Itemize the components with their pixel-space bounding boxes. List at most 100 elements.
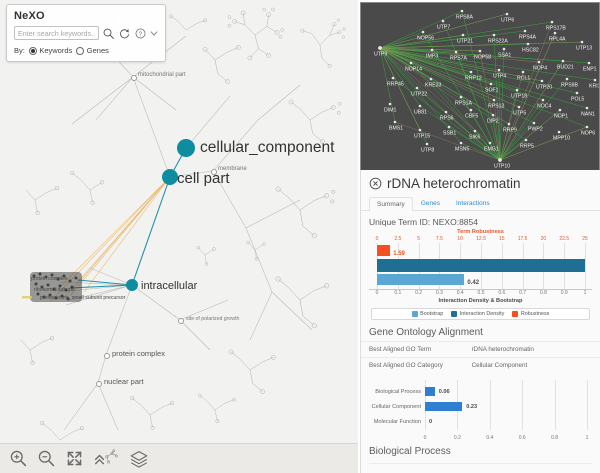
tree-node-cell-part[interactable] bbox=[162, 169, 178, 185]
gene-node[interactable] bbox=[388, 102, 392, 106]
legend-label-interaction-density: Interaction Density bbox=[459, 311, 505, 317]
gene-node[interactable] bbox=[497, 68, 501, 72]
gene-node[interactable] bbox=[459, 95, 463, 99]
legend-item-bootstrap[interactable]: Bootstrap bbox=[411, 311, 443, 317]
gene-node[interactable] bbox=[502, 47, 506, 51]
gene-node[interactable] bbox=[441, 19, 445, 23]
gene-node[interactable] bbox=[498, 158, 502, 162]
ontology-tree-canvas[interactable] bbox=[0, 0, 358, 473]
gene-node[interactable] bbox=[553, 31, 557, 35]
gene-node[interactable] bbox=[593, 78, 597, 82]
gene-node[interactable] bbox=[460, 9, 464, 13]
gene-node[interactable] bbox=[492, 33, 496, 37]
gene-node[interactable] bbox=[444, 110, 448, 114]
gene-node[interactable] bbox=[391, 76, 395, 80]
gene-node[interactable] bbox=[532, 121, 536, 125]
gene-node[interactable] bbox=[526, 42, 530, 46]
gene-node[interactable] bbox=[421, 30, 425, 34]
gene-node[interactable] bbox=[459, 141, 463, 145]
gene-node[interactable] bbox=[523, 29, 527, 33]
gridline bbox=[489, 380, 491, 430]
hierarchy-network-view[interactable]: mitochondrial part membrane protein comp… bbox=[0, 0, 358, 473]
tree-node-protein-complex[interactable] bbox=[104, 353, 110, 359]
gene-node[interactable] bbox=[430, 48, 434, 52]
radio-keywords[interactable]: Keywords bbox=[28, 46, 72, 55]
detail-tabs[interactable]: Summary Genes Interactions bbox=[361, 194, 600, 211]
radio-genes[interactable]: Genes bbox=[76, 46, 109, 55]
gene-node[interactable] bbox=[550, 20, 554, 24]
gene-node[interactable] bbox=[521, 70, 525, 74]
chevron-down-icon[interactable] bbox=[150, 27, 158, 40]
gene-node[interactable] bbox=[378, 46, 382, 50]
collapse-icon[interactable] bbox=[93, 449, 119, 468]
gene-node[interactable] bbox=[565, 77, 569, 81]
tree-node-mitochondrial-part[interactable] bbox=[131, 75, 137, 81]
help-icon[interactable]: ? bbox=[134, 27, 147, 40]
tree-node-membrane[interactable] bbox=[211, 169, 217, 175]
gene-node[interactable] bbox=[461, 33, 465, 37]
gene-node[interactable] bbox=[585, 125, 589, 129]
gene-node[interactable] bbox=[558, 108, 562, 112]
gene-node[interactable] bbox=[488, 141, 492, 145]
search-icon[interactable] bbox=[102, 27, 115, 40]
gene-interaction-network[interactable]: RPS8A UTP6 UTP7 RPS17B NOP56 UTP21 RPS22A RPS4A… bbox=[360, 2, 600, 171]
gene-node[interactable] bbox=[557, 130, 561, 134]
bar-interaction-density[interactable] bbox=[377, 259, 585, 272]
bar-robustness[interactable] bbox=[377, 245, 391, 256]
gene-node[interactable] bbox=[507, 122, 511, 126]
legend-item-robustness[interactable]: Robustness bbox=[512, 311, 549, 317]
gene-node[interactable] bbox=[489, 82, 493, 86]
layers-icon[interactable] bbox=[128, 449, 150, 468]
gene-node[interactable] bbox=[478, 49, 482, 53]
gene-node[interactable] bbox=[517, 105, 521, 109]
gene-node[interactable] bbox=[418, 104, 422, 108]
tree-node-nuclear-part[interactable] bbox=[96, 381, 102, 387]
gene-node[interactable] bbox=[515, 88, 519, 92]
gene-node[interactable] bbox=[473, 129, 477, 133]
zoom-in-icon[interactable] bbox=[9, 449, 28, 468]
view-toolbar[interactable] bbox=[0, 443, 358, 473]
tab-genes[interactable]: Genes bbox=[420, 200, 440, 207]
gene-node[interactable] bbox=[415, 86, 419, 90]
gene-node[interactable] bbox=[454, 50, 458, 54]
close-circle-icon[interactable] bbox=[369, 177, 382, 190]
gene-network-canvas[interactable]: RPS8A UTP6 UTP7 RPS17B NOP56 UTP21 RPS22A RPS4A… bbox=[361, 3, 599, 170]
gene-node[interactable] bbox=[447, 125, 451, 129]
tree-node-site-of-polarized-growth[interactable] bbox=[178, 318, 184, 324]
gene-node[interactable] bbox=[425, 142, 429, 146]
search-input[interactable] bbox=[14, 26, 99, 40]
legend-item-interaction-density[interactable]: Interaction Density bbox=[451, 311, 504, 317]
gene-node[interactable] bbox=[409, 61, 413, 65]
gene-node[interactable] bbox=[418, 128, 422, 132]
gene-node[interactable] bbox=[429, 77, 433, 81]
gene-node[interactable] bbox=[585, 106, 589, 110]
go-bar[interactable] bbox=[425, 402, 463, 411]
bar-bootstrap[interactable] bbox=[377, 274, 465, 285]
gene-node[interactable] bbox=[524, 138, 528, 142]
tree-node-intracellular[interactable] bbox=[126, 279, 138, 291]
gene-node[interactable] bbox=[575, 91, 579, 95]
gene-node[interactable] bbox=[492, 98, 496, 102]
gene-node[interactable] bbox=[393, 120, 397, 124]
tree-node-label: protein complex bbox=[112, 349, 165, 358]
tab-interactions[interactable]: Interactions bbox=[455, 200, 490, 207]
go-bar[interactable] bbox=[425, 387, 435, 396]
fit-to-screen-icon[interactable] bbox=[65, 449, 84, 468]
term-detail-panel[interactable]: rDNA heterochromatin Summary Genes Inter… bbox=[360, 170, 600, 473]
reset-icon[interactable] bbox=[118, 27, 131, 40]
gene-node[interactable] bbox=[587, 61, 591, 65]
gene-node[interactable] bbox=[469, 70, 473, 74]
gene-node[interactable] bbox=[540, 79, 544, 83]
zoom-out-icon[interactable] bbox=[37, 449, 56, 468]
gene-node[interactable] bbox=[537, 60, 541, 64]
tree-node-cellular-component[interactable] bbox=[177, 139, 195, 157]
tab-summary[interactable]: Summary bbox=[369, 197, 413, 211]
gene-node[interactable] bbox=[505, 12, 509, 16]
gene-node-label: NOP58 bbox=[474, 55, 491, 61]
gene-node[interactable] bbox=[541, 98, 545, 102]
gene-node[interactable] bbox=[580, 40, 584, 44]
search-panel[interactable]: NeXO ? By: bbox=[6, 4, 166, 62]
gene-node[interactable] bbox=[491, 113, 495, 117]
gene-node[interactable] bbox=[469, 108, 473, 112]
gene-node[interactable] bbox=[561, 59, 565, 63]
